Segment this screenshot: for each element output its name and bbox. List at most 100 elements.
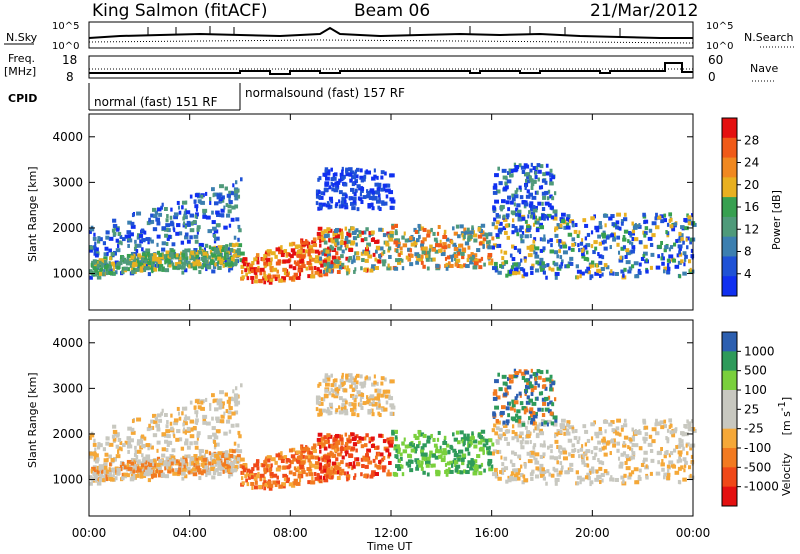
velocity-echo bbox=[478, 447, 483, 452]
power-echo bbox=[103, 252, 109, 257]
power-echo bbox=[275, 247, 281, 252]
velocity-echo bbox=[362, 401, 367, 406]
velocity-echo bbox=[576, 439, 580, 444]
velocity-echo bbox=[513, 451, 517, 456]
velocity-echo bbox=[363, 383, 366, 388]
velocity-echo bbox=[116, 433, 120, 438]
velocity-echo bbox=[559, 429, 563, 434]
velocity-echo bbox=[663, 419, 667, 424]
power-echo bbox=[537, 177, 540, 182]
velocity-echo bbox=[314, 476, 320, 481]
power-echo bbox=[178, 210, 182, 215]
velocity-echo bbox=[687, 421, 692, 426]
power-echo bbox=[591, 260, 595, 265]
power-echo bbox=[278, 278, 284, 283]
velocity-echo bbox=[344, 400, 348, 405]
power-echo bbox=[365, 227, 369, 232]
velocity-echo bbox=[569, 467, 574, 472]
velocity-echo bbox=[631, 451, 636, 456]
power-echo bbox=[525, 194, 531, 199]
velocity-echo bbox=[315, 407, 319, 412]
velocity-echo bbox=[434, 455, 439, 460]
power-echo bbox=[166, 236, 170, 241]
velocity-echo bbox=[524, 464, 527, 469]
velocity-echo bbox=[112, 468, 116, 473]
velocity-echo bbox=[487, 461, 492, 466]
power-echo bbox=[666, 263, 670, 268]
power-echo bbox=[323, 267, 328, 272]
power-echo bbox=[323, 272, 329, 277]
velocity-echo bbox=[359, 398, 363, 403]
power-echo bbox=[515, 207, 519, 212]
power-echo bbox=[518, 185, 522, 190]
power-echo bbox=[648, 228, 653, 233]
power-echo bbox=[531, 263, 535, 268]
velocity-echo bbox=[536, 424, 539, 429]
velocity-echo bbox=[319, 462, 322, 467]
power-echo bbox=[519, 234, 524, 239]
power-echo bbox=[492, 205, 496, 210]
power-echo bbox=[622, 235, 626, 240]
power-echo bbox=[605, 265, 610, 270]
power-echo bbox=[594, 271, 600, 276]
power-echo bbox=[679, 237, 684, 242]
power-echo bbox=[594, 246, 598, 251]
power-echo bbox=[262, 276, 265, 281]
power-echo bbox=[631, 236, 635, 241]
power-echo bbox=[216, 212, 220, 217]
power-echo bbox=[241, 275, 245, 280]
velocity-echo bbox=[411, 443, 415, 448]
power-echo bbox=[228, 223, 232, 228]
power-echo bbox=[369, 268, 374, 273]
power-echo bbox=[500, 204, 505, 209]
power-echo bbox=[511, 257, 516, 262]
velocity-echo bbox=[357, 402, 361, 407]
power-echo bbox=[521, 230, 525, 235]
velocity-echo bbox=[331, 393, 335, 398]
power-echo bbox=[136, 235, 141, 240]
velocity-echo bbox=[296, 455, 302, 460]
velocity-echo bbox=[232, 468, 237, 473]
velocity-echo bbox=[690, 454, 694, 459]
velocity-echo bbox=[596, 474, 602, 479]
power-echo bbox=[360, 266, 363, 271]
power-echo bbox=[151, 207, 157, 212]
power-echo bbox=[643, 244, 648, 249]
power-echo bbox=[241, 259, 245, 264]
velocity-echo bbox=[597, 458, 600, 463]
power-echo bbox=[449, 254, 453, 259]
power-echo bbox=[576, 233, 580, 238]
velocity-echo bbox=[291, 447, 296, 452]
velocity-echo bbox=[229, 453, 234, 458]
velocity-echo bbox=[228, 474, 231, 479]
power-echo bbox=[103, 256, 108, 261]
velocity-echo bbox=[463, 469, 467, 474]
power-echo bbox=[338, 228, 341, 233]
velocity-echo bbox=[233, 393, 239, 398]
velocity-echo bbox=[98, 466, 102, 471]
velocity-echo bbox=[398, 458, 401, 463]
velocity-echo bbox=[335, 466, 340, 471]
velocity-echo bbox=[197, 456, 203, 461]
velocity-echo bbox=[506, 441, 511, 446]
velocity-echo bbox=[345, 462, 349, 467]
velocity-echo bbox=[117, 437, 122, 442]
velocity-echo bbox=[244, 466, 248, 471]
velocity-echo bbox=[157, 466, 162, 471]
power-echo bbox=[173, 215, 179, 220]
power-echo bbox=[586, 266, 590, 271]
velocity-echo bbox=[365, 375, 369, 380]
power-echo bbox=[499, 264, 502, 269]
power-echo bbox=[413, 227, 417, 232]
power-echo bbox=[330, 167, 333, 172]
velocity-echo bbox=[470, 462, 475, 467]
velocity-echo bbox=[104, 452, 109, 457]
velocity-echo bbox=[579, 447, 584, 452]
power-echo bbox=[350, 226, 355, 231]
velocity-echo bbox=[334, 444, 339, 449]
power-echo bbox=[274, 277, 278, 282]
power-echo bbox=[528, 175, 532, 180]
power-echo bbox=[142, 265, 145, 270]
power-echo bbox=[223, 205, 226, 210]
